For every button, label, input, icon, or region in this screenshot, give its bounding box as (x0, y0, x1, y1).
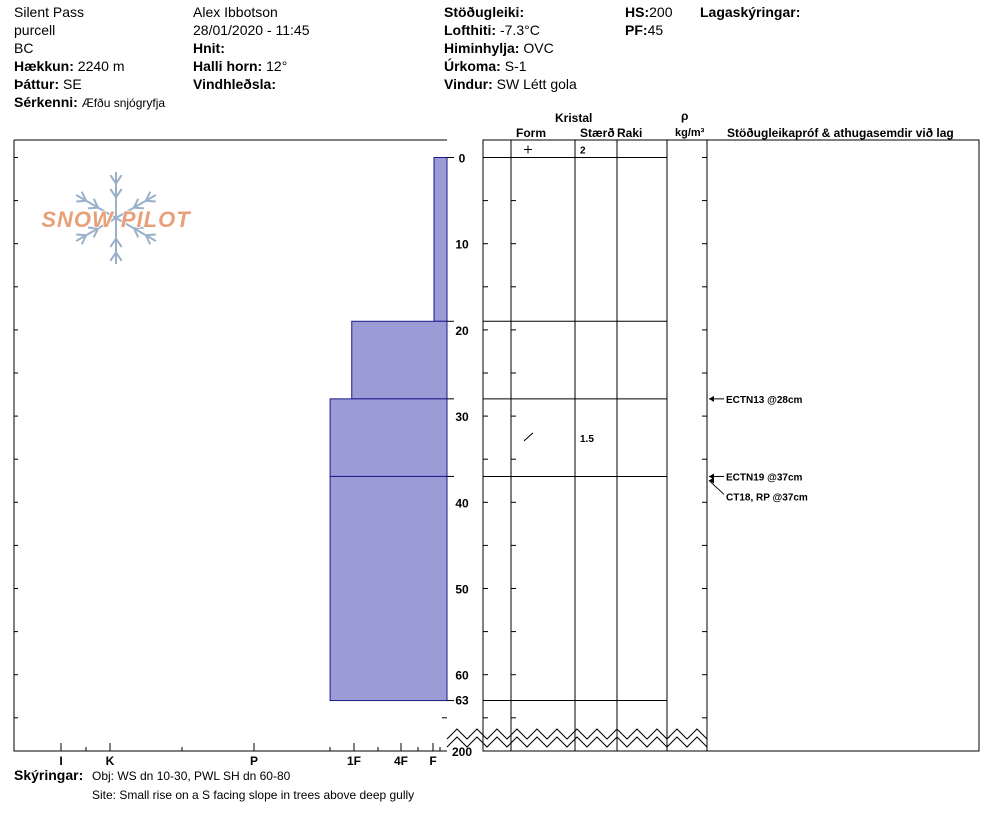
slope-field: Halli horn: 12° (193, 58, 287, 74)
form-header: Form (516, 126, 546, 140)
air-temp-value: -7.3°C (499, 22, 540, 38)
pf-field: PF:45 (625, 22, 663, 38)
features-value: Æfðu snjógryfja (81, 96, 166, 110)
hs-value: 200 (649, 4, 673, 20)
grain-size-1: 2 (580, 146, 586, 157)
hardness-label-k: K (106, 754, 115, 768)
tests-header: Stöðugleikapróf & athugasemdir við lag (727, 126, 954, 140)
notes-line-1: Obj: WS dn 10-30, PWL SH dn 60-80 (92, 769, 291, 783)
layer-bar-3 (329, 398, 448, 477)
hardness-axis (13, 140, 447, 752)
features-label: Sérkenni: (14, 94, 78, 110)
rho-header: ρ (681, 109, 689, 123)
coords-label: Hnit: (193, 40, 225, 56)
wind-label: Vindur: (444, 76, 493, 92)
notes-label: Skýringar: (14, 767, 84, 783)
logo-text: SNOW PILOT (41, 207, 191, 232)
slope-label: Halli horn: (193, 58, 263, 74)
layer-bar-1 (433, 157, 448, 322)
wind-loading-label: Vindhleðsla: (193, 76, 276, 92)
hardness-label-f: F (429, 754, 436, 768)
layer-notes-label: Lagaskýringar: (700, 4, 801, 20)
test-arrow-head-icon (709, 395, 714, 402)
depth-label-40: 40 (455, 496, 469, 510)
observer-name: Alex Ibbotson (193, 4, 278, 20)
depth-label-200: 200 (452, 745, 472, 759)
stability-test-1: ECTN13 @28cm (726, 395, 803, 406)
wind-value: SW Létt gola (496, 76, 577, 92)
air-temp-label: Lofthiti: (444, 22, 497, 38)
precip-value: S-1 (504, 58, 527, 74)
aspect-label: Þáttur: (14, 76, 60, 92)
elevation-field: Hækkun: 2240 m (14, 58, 125, 74)
hs-label: HS: (625, 4, 650, 20)
elevation-label: Hækkun: (14, 58, 74, 74)
wind-field: Vindur: SW Létt gola (444, 76, 577, 92)
moisture-header: Raki (617, 126, 643, 140)
depth-label-63: 63 (455, 694, 469, 708)
sky-label: Himinhylja: (444, 40, 520, 56)
stability-test-2: ECTN19 @37cm (726, 472, 803, 483)
features-field: Sérkenni: Æfðu snjógryfja (14, 94, 165, 111)
location-name: Silent Pass (14, 4, 85, 20)
depth-label-20: 20 (455, 324, 469, 338)
layer-table-frame (482, 139, 980, 752)
slope-value: 12° (266, 58, 288, 74)
depth-break-zigzag-1 (446, 728, 708, 740)
air-temp-field: Lofthiti: -7.3°C (444, 22, 540, 38)
depth-label-0: 0 (459, 152, 466, 166)
layer-bar-2 (351, 320, 448, 400)
range-name: purcell (14, 22, 56, 38)
depth-label-50: 50 (455, 583, 469, 597)
aspect-value: SE (63, 76, 82, 92)
sky-value: OVC (523, 40, 554, 56)
pf-label: PF: (625, 22, 648, 38)
depth-label-30: 30 (455, 410, 469, 424)
hardness-label-p: P (250, 754, 258, 768)
crystal-header: Kristal (555, 111, 593, 125)
hardness-label-i: I (59, 754, 62, 768)
test-arrow-head-icon (709, 477, 714, 484)
hardness-label-4f: 4F (394, 754, 408, 768)
notes-line-2: Site: Small rise on a S facing slope in … (92, 788, 415, 802)
size-header: Stærð (580, 126, 615, 140)
depth-label-60: 60 (455, 669, 469, 683)
snowflake-icon (75, 172, 157, 264)
test-arrow-line (708, 480, 725, 495)
snowpilot-logo: SNOW PILOT (41, 172, 191, 264)
elevation-value: 2240 m (77, 58, 125, 74)
hardness-label-1f: 1F (347, 754, 361, 768)
grain-form-faceted-icon (523, 432, 534, 442)
depth-label-10: 10 (455, 238, 469, 252)
stability-test-3: CT18, RP @37cm (726, 492, 808, 503)
sky-field: Himinhylja: OVC (444, 40, 554, 56)
hs-field: HS:200 (625, 4, 672, 20)
state-name: BC (14, 40, 34, 56)
aspect-field: Þáttur: SE (14, 76, 82, 92)
layer-bar-4 (329, 475, 448, 702)
pf-value: 45 (647, 22, 664, 38)
stability-label: Stöðugleiki: (444, 4, 525, 20)
observation-datetime: 28/01/2020 - 11:45 (193, 22, 310, 38)
precip-label: Úrkoma: (444, 58, 501, 74)
depth-break-zigzag-2 (446, 736, 708, 748)
test-arrow-head-icon (709, 473, 714, 480)
precip-field: Úrkoma: S-1 (444, 58, 526, 74)
grain-size-3: 1.5 (580, 434, 594, 445)
density-header: kg/m³ (675, 127, 705, 139)
